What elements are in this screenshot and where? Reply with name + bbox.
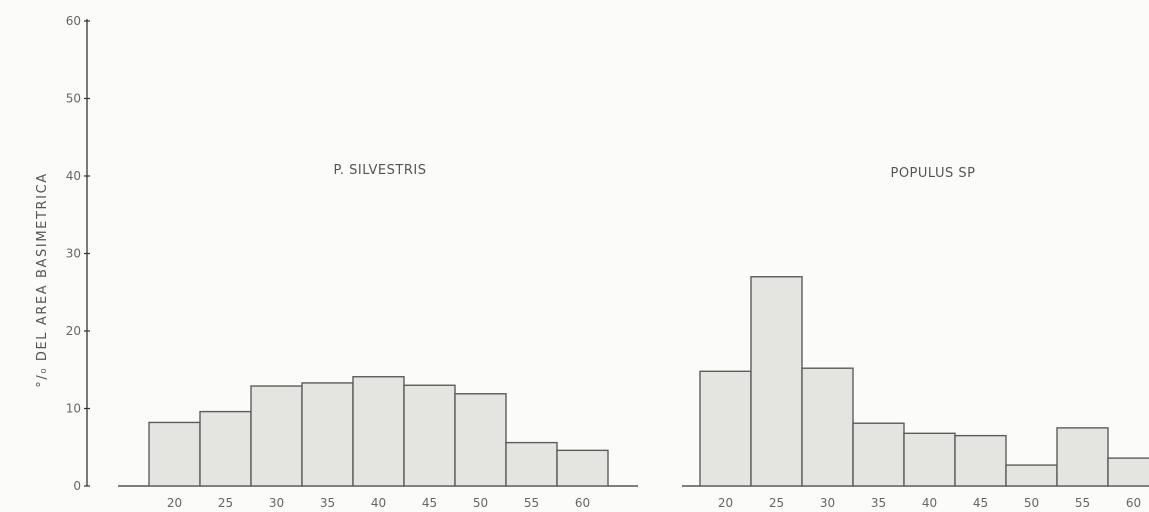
x-tick-label: 35 xyxy=(871,496,886,510)
x-tick-label: 20 xyxy=(718,496,733,510)
bar xyxy=(505,441,558,487)
bar xyxy=(852,422,905,487)
x-tick-label: 45 xyxy=(422,496,437,510)
x-tick-label: 30 xyxy=(269,496,284,510)
x-tick-label: 40 xyxy=(922,496,937,510)
x-tick-label: 50 xyxy=(473,496,488,510)
x-tick-label: 40 xyxy=(371,496,386,510)
bar xyxy=(903,432,956,487)
bar xyxy=(403,384,456,487)
y-axis: 0 10 20 30 40 50 60 xyxy=(66,14,90,493)
bar xyxy=(801,367,854,487)
y-axis-title: °/₀ DEL AREA BASIMETRICA xyxy=(35,172,50,388)
bar xyxy=(1056,427,1109,487)
bar xyxy=(454,393,507,487)
y-tick-label: 10 xyxy=(66,402,81,416)
bar xyxy=(556,449,609,487)
x-tick-label: 25 xyxy=(218,496,233,510)
bar xyxy=(954,434,1007,487)
x-tick-label: 50 xyxy=(1024,496,1039,510)
x-tick-label: 55 xyxy=(524,496,539,510)
y-tick-label: 50 xyxy=(66,92,81,106)
x-tick-label: 60 xyxy=(575,496,590,510)
y-tick-label: 40 xyxy=(66,169,81,183)
x-tick-label: 60 xyxy=(1126,496,1141,510)
panel-title-populus-sp: POPULUS SP xyxy=(890,166,975,181)
x-tick-label: 20 xyxy=(167,496,182,510)
bar xyxy=(699,370,752,487)
y-tick-label: 20 xyxy=(66,324,81,338)
y-tick-label: 60 xyxy=(66,14,81,28)
bar xyxy=(1005,464,1058,487)
x-tick-label: 30 xyxy=(820,496,835,510)
bar xyxy=(250,385,303,487)
bar xyxy=(750,276,803,487)
bar xyxy=(301,382,354,487)
bar xyxy=(352,376,405,487)
x-tick-label: 25 xyxy=(769,496,784,510)
panel-p-silvestris: P. SILVESTRIS 20 25 30 35 40 45 50 55 60 xyxy=(118,163,638,510)
x-tick-label: 55 xyxy=(1075,496,1090,510)
panel-populus-sp: POPULUS SP 20 25 30 35 40 45 50 55 60 xyxy=(682,166,1149,510)
y-tick-label: 0 xyxy=(73,479,81,493)
y-tick-label: 30 xyxy=(66,247,81,261)
x-tick-label: 35 xyxy=(320,496,335,510)
panel-title-p-silvestris: P. SILVESTRIS xyxy=(334,163,427,178)
bar xyxy=(1107,457,1149,487)
x-tick-label: 45 xyxy=(973,496,988,510)
bar xyxy=(148,421,201,487)
bar xyxy=(199,410,252,487)
